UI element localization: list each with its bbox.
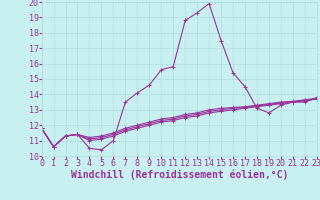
X-axis label: Windchill (Refroidissement éolien,°C): Windchill (Refroidissement éolien,°C)	[70, 169, 288, 180]
